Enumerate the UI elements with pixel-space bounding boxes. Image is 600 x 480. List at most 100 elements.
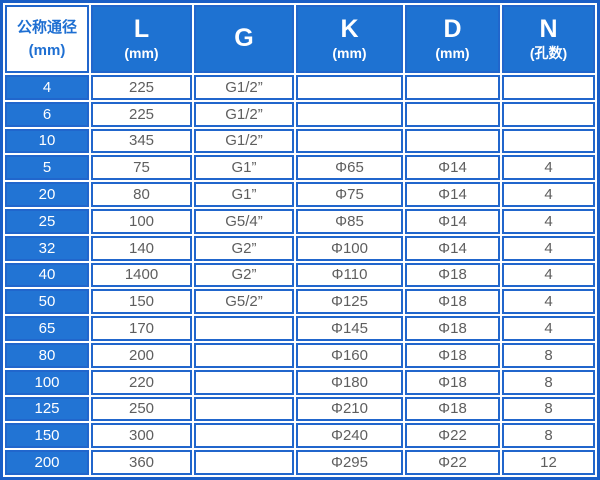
cell-d: Φ22 — [405, 450, 500, 475]
cell-n — [502, 101, 595, 127]
cell-d: Φ14 — [405, 182, 500, 207]
cell-d: Φ14 — [405, 235, 500, 261]
cell-nominal-diameter: 125 — [5, 396, 89, 422]
cell-nominal-diameter: 32 — [5, 235, 89, 261]
cell-l: 220 — [91, 369, 192, 395]
cell-g — [194, 450, 294, 475]
cell-l: 75 — [91, 155, 192, 181]
cell-k: Φ65 — [296, 155, 403, 181]
cell-d: Φ14 — [405, 155, 500, 181]
cell-n: 4 — [502, 182, 595, 207]
cell-k: Φ125 — [296, 289, 403, 315]
cell-k: Φ85 — [296, 208, 403, 234]
cell-nominal-diameter: 100 — [5, 369, 89, 395]
cell-nominal-diameter: 200 — [5, 450, 89, 475]
cell-d: Φ18 — [405, 369, 500, 395]
column-unit: (mm) — [435, 44, 470, 61]
cell-d: Φ18 — [405, 262, 500, 288]
table-body: 4 225 G1/2” 6 225 G1/2” 10 345 G1/2” 5 7… — [5, 75, 595, 475]
column-label: D — [443, 15, 462, 44]
column-label: K — [340, 15, 359, 44]
cell-g — [194, 423, 294, 449]
cell-k: Φ210 — [296, 396, 403, 422]
cell-n: 8 — [502, 342, 595, 368]
cell-nominal-diameter: 50 — [5, 289, 89, 315]
table-row: 20 80 G1” Φ75 Φ14 4 — [5, 182, 595, 207]
cell-l: 80 — [91, 182, 192, 207]
cell-l: 300 — [91, 423, 192, 449]
column-unit: (mm) — [124, 44, 159, 61]
cell-g: G5/4” — [194, 208, 294, 234]
cell-n — [502, 128, 595, 154]
cell-g: G1/2” — [194, 128, 294, 154]
cell-n: 4 — [502, 235, 595, 261]
cell-d: Φ18 — [405, 396, 500, 422]
column-unit: (mm) — [332, 44, 367, 61]
cell-n: 4 — [502, 208, 595, 234]
cell-n: 8 — [502, 369, 595, 395]
cell-nominal-diameter: 4 — [5, 75, 89, 100]
cell-l: 100 — [91, 208, 192, 234]
cell-l: 225 — [91, 101, 192, 127]
cell-g: G1” — [194, 155, 294, 181]
cell-l: 200 — [91, 342, 192, 368]
cell-n: 8 — [502, 423, 595, 449]
column-header-n: N (孔数) — [502, 5, 595, 73]
cell-g — [194, 396, 294, 422]
cell-l: 225 — [91, 75, 192, 100]
cell-k — [296, 101, 403, 127]
cell-g: G1/2” — [194, 101, 294, 127]
cell-d — [405, 101, 500, 127]
column-header-k: K (mm) — [296, 5, 403, 73]
cell-k: Φ100 — [296, 235, 403, 261]
cell-n: 8 — [502, 396, 595, 422]
cell-k: Φ145 — [296, 316, 403, 341]
cell-n: 12 — [502, 450, 595, 475]
cell-d: Φ18 — [405, 342, 500, 368]
column-header-nominal-diameter: 公称通径 (mm) — [5, 5, 89, 73]
cell-d: Φ14 — [405, 208, 500, 234]
cell-d: Φ18 — [405, 316, 500, 341]
cell-l: 1400 — [91, 262, 192, 288]
cell-n: 4 — [502, 289, 595, 315]
cell-d: Φ18 — [405, 289, 500, 315]
cell-n: 4 — [502, 155, 595, 181]
table-row: 5 75 G1” Φ65 Φ14 4 — [5, 155, 595, 181]
cell-l: 140 — [91, 235, 192, 261]
column-label: G — [234, 24, 254, 53]
table-row: 65 170 Φ145 Φ18 4 — [5, 316, 595, 341]
cell-g: G5/2” — [194, 289, 294, 315]
table-row: 40 1400 G2” Φ110 Φ18 4 — [5, 262, 595, 288]
table-row: 125 250 Φ210 Φ18 8 — [5, 396, 595, 422]
cell-k: Φ160 — [296, 342, 403, 368]
cell-k — [296, 128, 403, 154]
column-header-l: L (mm) — [91, 5, 192, 73]
cell-nominal-diameter: 25 — [5, 208, 89, 234]
cell-g: G2” — [194, 262, 294, 288]
cell-g — [194, 342, 294, 368]
cell-g: G2” — [194, 235, 294, 261]
cell-k: Φ295 — [296, 450, 403, 475]
table-row: 32 140 G2” Φ100 Φ14 4 — [5, 235, 595, 261]
cell-l: 250 — [91, 396, 192, 422]
cell-l: 360 — [91, 450, 192, 475]
cell-g — [194, 316, 294, 341]
cell-nominal-diameter: 40 — [5, 262, 89, 288]
cell-g: G1/2” — [194, 75, 294, 100]
table-row: 150 300 Φ240 Φ22 8 — [5, 423, 595, 449]
table-row: 100 220 Φ180 Φ18 8 — [5, 369, 595, 395]
table-row: 200 360 Φ295 Φ22 12 — [5, 450, 595, 475]
cell-nominal-diameter: 65 — [5, 316, 89, 341]
table-header: 公称通径 (mm) L (mm) G K (mm) D (mm) — [5, 5, 595, 73]
column-label: N — [539, 15, 558, 44]
header-row: 公称通径 (mm) L (mm) G K (mm) D (mm) — [5, 5, 595, 73]
cell-l: 170 — [91, 316, 192, 341]
cell-d — [405, 75, 500, 100]
cell-l: 345 — [91, 128, 192, 154]
cell-k: Φ75 — [296, 182, 403, 207]
column-unit: (孔数) — [529, 44, 568, 61]
cell-nominal-diameter: 6 — [5, 101, 89, 127]
cell-n: 4 — [502, 316, 595, 341]
